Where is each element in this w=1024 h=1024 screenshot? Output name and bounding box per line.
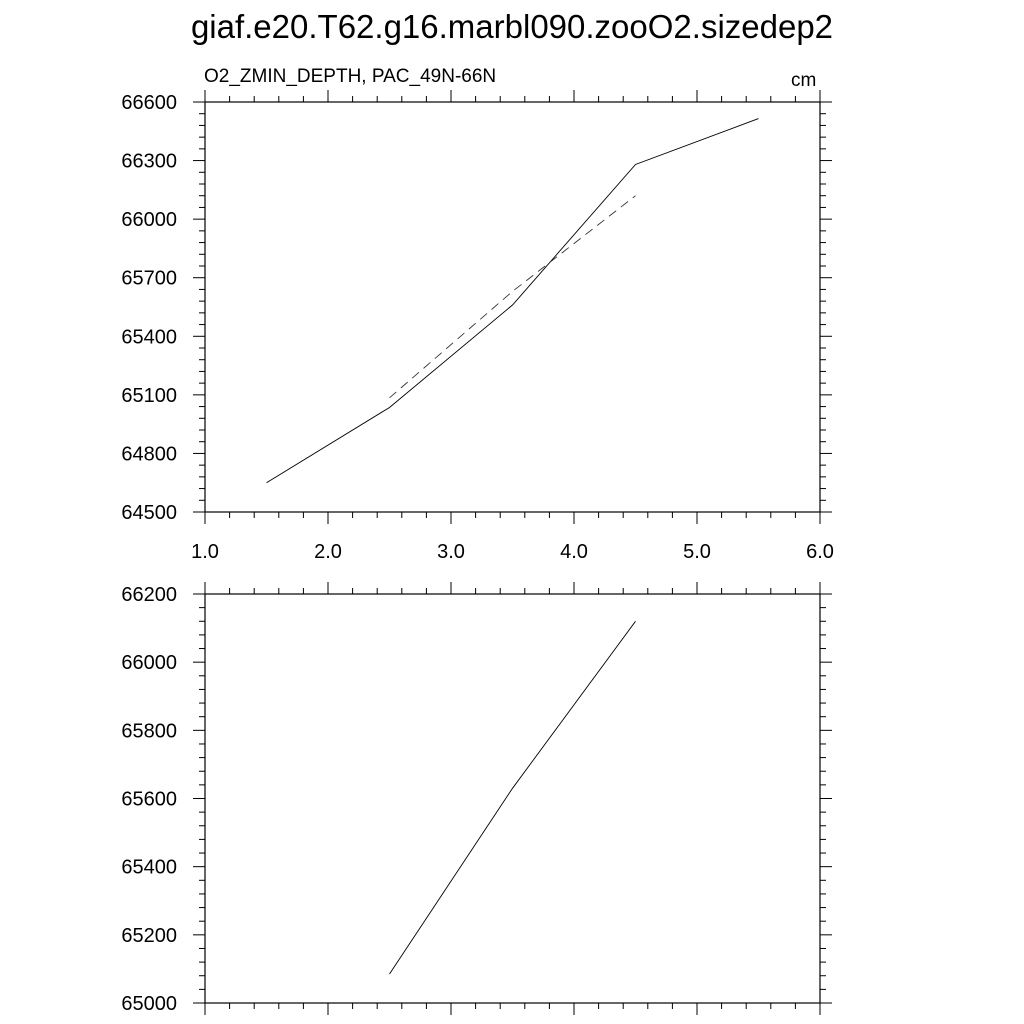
plot2-y-tick-label: 65800 [121, 720, 177, 742]
plot2-y-tick-label: 66000 [121, 652, 177, 674]
plot1-y-tick-label: 65100 [121, 385, 177, 407]
plot-subtitle: O2_ZMIN_DEPTH, PAC_49N-66N [204, 66, 497, 87]
plot2-y-tick-label: 66200 [121, 584, 177, 606]
plot1-x-tick-label: 6.0 [806, 541, 834, 563]
plot1-x-tick-label: 4.0 [560, 541, 588, 563]
units-label: cm [791, 70, 817, 91]
plot2-y-tick-label: 65400 [121, 857, 177, 879]
plot1-y-tick-label: 66300 [121, 151, 177, 173]
plot2-y-tick-label: 65600 [121, 789, 177, 811]
plot2-frame [204, 593, 821, 1004]
plot1-y-tick-label: 65400 [121, 326, 177, 348]
plot1-series-solid-line [266, 118, 759, 484]
plot1-y-tick-label: 64500 [121, 502, 177, 524]
plot1-series-dashed-line [389, 195, 636, 399]
plot1-x-tick-label: 3.0 [437, 541, 465, 563]
plot1-y-tick-label: 64800 [121, 443, 177, 465]
plot2-y-tick-label: 65200 [121, 925, 177, 947]
plot2-y-tick-label: 65000 [121, 993, 177, 1015]
plot1-x-tick-label: 5.0 [683, 541, 711, 563]
plot1-y-tick-label: 66600 [121, 92, 177, 114]
chart-title: giaf.e20.T62.g16.marbl090.zooO2.sizedep2 [190, 8, 834, 45]
plot1-frame [204, 101, 821, 513]
plot1-y-tick-label: 66000 [121, 209, 177, 231]
plot1-x-tick-label: 1.0 [191, 541, 219, 563]
plot2-series-solid-line [389, 621, 636, 975]
plot1-x-tick-label: 2.0 [314, 541, 342, 563]
plot1-y-tick-label: 65700 [121, 268, 177, 290]
